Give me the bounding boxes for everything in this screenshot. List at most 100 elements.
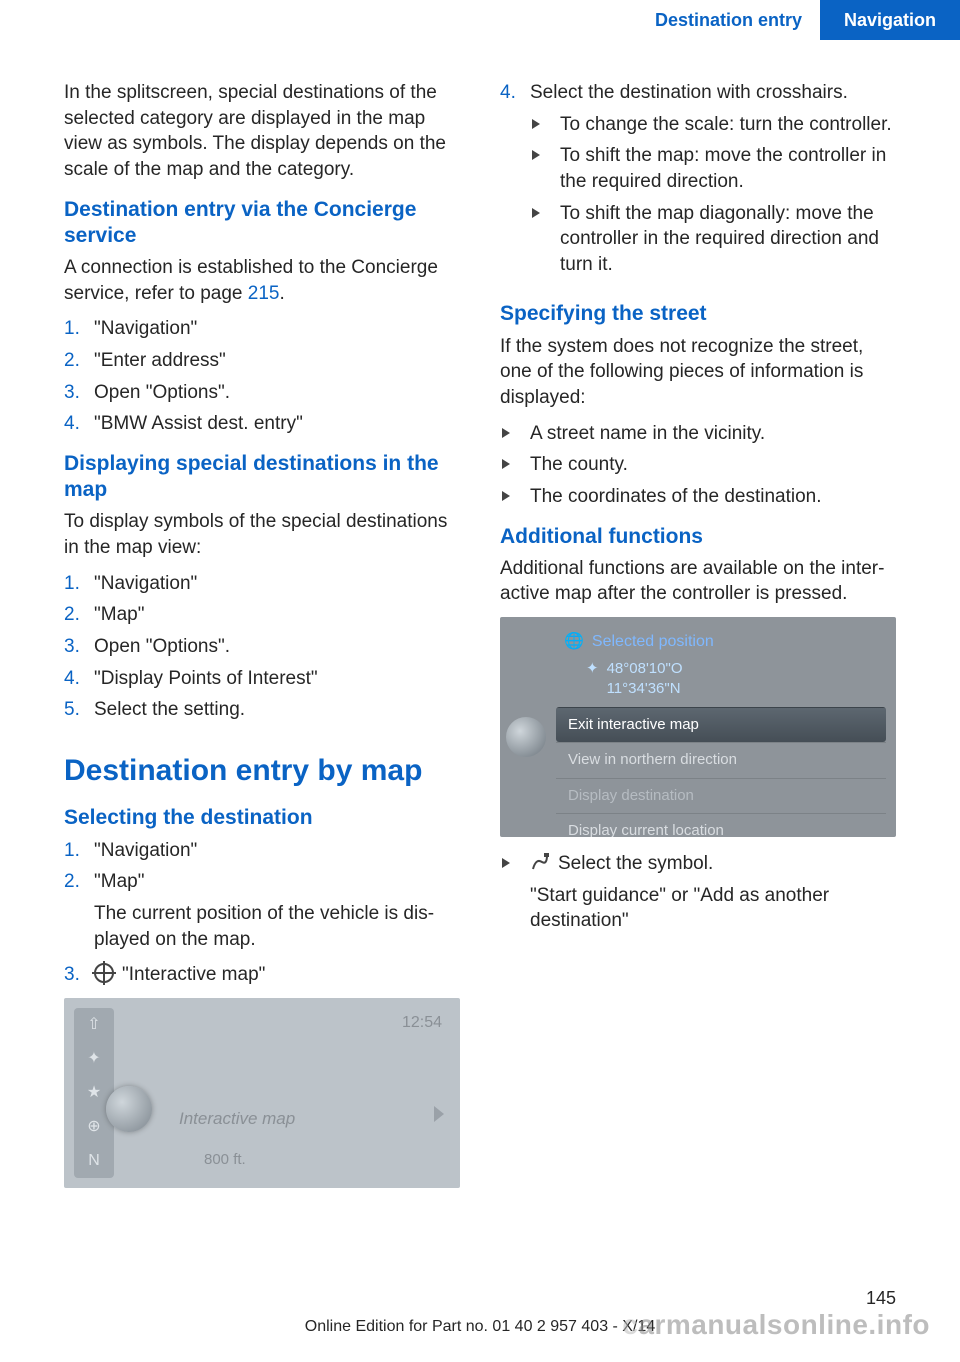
menu-item-current-loc: Display current location (556, 813, 886, 837)
route-icon (530, 852, 550, 872)
bullet-text: A street name in the vicinity. (530, 421, 896, 447)
by-map-step3: 3. "Interactive map" (64, 962, 460, 988)
map-mode-label: Interactive map (179, 1108, 295, 1131)
bullet-text: To shift the map diagonally: move the co… (560, 201, 896, 278)
additional-body: Additional functions are available on th… (500, 556, 896, 607)
menu-item-exit: Exit interactive map (556, 707, 886, 742)
map-sidebar-glyph: ⇧ (87, 1014, 100, 1036)
special-dest-steps: 1."Navigation" 2."Map" 3.Open "Options".… (64, 571, 460, 723)
menu-title-text: Selected position (592, 631, 714, 653)
special-dest-body: To display symbols of the special destin… (64, 509, 460, 560)
triangle-bullet-icon (530, 201, 560, 278)
concierge-steps: 1."Navigation" 2."Enter address" 3.Open … (64, 316, 460, 437)
map-sidebar-glyph: ⊕ (87, 1116, 100, 1138)
step4-label: Select the destination with crosshairs. (530, 80, 896, 106)
step-number: 2. (64, 869, 94, 952)
header-section: Navigation (820, 0, 960, 40)
street-body: If the system does not recognize the str… (500, 334, 896, 411)
heading-specifying-street: Specifying the street (500, 301, 896, 327)
heading-selecting-destination: Selecting the destination (64, 805, 460, 831)
by-map-steps: 1."Navigation" 2. "Map" The current posi… (64, 838, 460, 953)
heading-additional-functions: Additional functions (500, 524, 896, 550)
after-menu-bullets: Select the symbol. "Start guidance" or "… (500, 851, 896, 934)
bullet-text: The coordinates of the destination. (530, 484, 896, 510)
bullet-text: To shift the map: move the controller in… (560, 143, 896, 194)
step-number: 5. (64, 697, 94, 723)
triangle-bullet-icon (500, 421, 530, 447)
step-text: Select the destination with crosshairs. … (530, 80, 896, 287)
selected-position-menu-screenshot: 🌐 Selected position ✦ 48°08'10"O 11°34'36… (500, 617, 896, 837)
globe-icon: 🌐 (564, 631, 584, 653)
page-link-215[interactable]: 215 (248, 283, 280, 304)
header-subsection: Destination entry (637, 0, 820, 40)
concierge-body: A connection is established to the Conci… (64, 255, 460, 306)
step-number: 3. (64, 962, 94, 988)
step-text: "Interactive map" (94, 962, 460, 988)
step-number: 2. (64, 348, 94, 374)
bullet-body: Select the symbol. "Start guidance" or "… (530, 851, 896, 934)
bullet-subtext: "Start guidance" or "Add as another dest… (530, 883, 896, 934)
menu-title: 🌐 Selected position (556, 627, 886, 657)
triangle-bullet-icon (530, 112, 560, 138)
step-2-note: The current position of the vehicle is d… (94, 901, 460, 952)
step-text-inner: "Map" (94, 869, 460, 895)
step-number: 3. (64, 380, 94, 406)
step-number: 3. (64, 634, 94, 660)
page-content: In the splitscreen, special destinations… (64, 80, 896, 1292)
watermark: carmanualsonline.info (622, 1306, 930, 1344)
menu-coordinates: ✦ 48°08'10"O 11°34'36"N (556, 657, 886, 708)
street-bullets: A street name in the vicinity. The count… (500, 421, 896, 510)
concierge-body-suffix: . (279, 283, 284, 304)
triangle-bullet-icon (530, 143, 560, 194)
step-text: "Enter address" (94, 348, 460, 374)
intro-paragraph: In the splitscreen, special destinations… (64, 80, 460, 183)
step-text: "Navigation" (94, 571, 460, 597)
step-text: "Map" The current position of the vehicl… (94, 869, 460, 952)
section-title-by-map: Destination entry by map (64, 751, 460, 792)
triangle-bullet-icon (500, 452, 530, 478)
map-controller-knob (106, 1086, 152, 1132)
step4-bullets: To change the scale: turn the control­le… (530, 112, 896, 278)
map-sidebar-glyph: ✦ (87, 1048, 100, 1070)
menu-item-display-dest: Display destination (556, 778, 886, 813)
step-number: 2. (64, 602, 94, 628)
step-text: "Navigation" (94, 838, 460, 864)
map-sidebar-glyph: N (88, 1150, 100, 1172)
bullet-text: The county. (530, 452, 896, 478)
crosshair-icon (94, 963, 114, 983)
step-text: "Navigation" (94, 316, 460, 342)
step-number: 4. (500, 80, 530, 287)
step-text: "Display Points of Interest" (94, 666, 460, 692)
menu-list: 🌐 Selected position ✦ 48°08'10"O 11°34'36… (556, 627, 886, 827)
heading-concierge: Destination entry via the Concierge serv… (64, 197, 460, 250)
bullet-text: Select the symbol. (558, 853, 713, 874)
watermark-left: c (622, 1309, 638, 1340)
step-text: "BMW Assist dest. entry" (94, 411, 460, 437)
map-sidebar: ⇧ ✦ ★ ⊕ N (74, 1008, 114, 1178)
by-map-step4: 4. Select the destination with crosshair… (500, 80, 896, 287)
step-number: 1. (64, 838, 94, 864)
map-scale: 800 ft. (204, 1150, 246, 1170)
menu-controller-knob (506, 717, 546, 757)
step-number: 4. (64, 666, 94, 692)
step-text: Open "Options". (94, 380, 460, 406)
watermark-right: armanualsonline.info (638, 1309, 930, 1340)
map-time: 12:54 (402, 1012, 442, 1034)
menu-coords-text: 48°08'10"O 11°34'36"N (607, 659, 683, 700)
triangle-bullet-icon (500, 851, 530, 934)
step-text: "Map" (94, 602, 460, 628)
map-sidebar-glyph: ★ (87, 1082, 101, 1104)
map-canvas: 12:54 Interactive map 800 ft. (124, 1008, 450, 1178)
map-arrow-right-icon (434, 1106, 444, 1122)
compass-icon: ✦ (586, 660, 599, 677)
step-text: Select the setting. (94, 697, 460, 723)
menu-item-north: View in northern direction (556, 742, 886, 777)
triangle-bullet-icon (500, 484, 530, 510)
step-number: 1. (64, 571, 94, 597)
step-number: 1. (64, 316, 94, 342)
bullet-text: To change the scale: turn the control­le… (560, 112, 896, 138)
step-text: Open "Options". (94, 634, 460, 660)
interactive-map-screenshot: ⇧ ✦ ★ ⊕ N 12:54 Interactive map 800 ft. (64, 998, 460, 1188)
page-header: Destination entry Navigation (637, 0, 960, 40)
step-number: 4. (64, 411, 94, 437)
